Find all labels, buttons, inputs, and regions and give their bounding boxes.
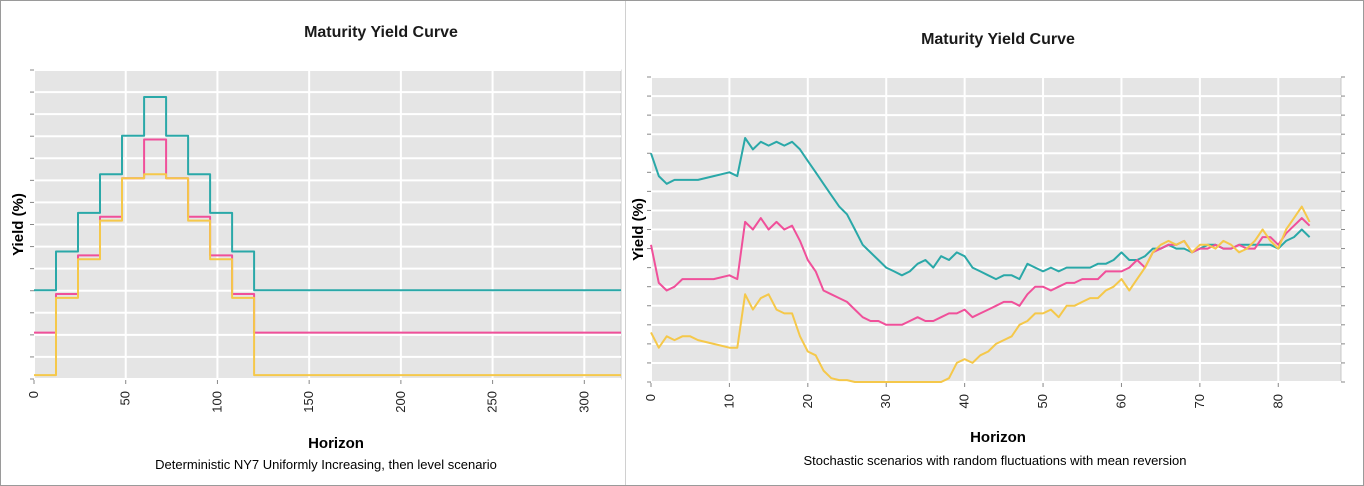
- y-axis-title: Yield (%): [630, 198, 647, 261]
- series-line-3: [650, 205, 1311, 383]
- chart-title: Maturity Yield Curve: [921, 31, 1075, 48]
- x-tick-label: 150: [301, 391, 316, 413]
- chart-panel-stochastic: Maturity Yield Curve 0 10 20 30 40 50 60 70 80 Yie…: [625, 1, 1363, 485]
- x-tick-label: 50: [118, 391, 133, 405]
- x-tick-label: 40: [957, 394, 972, 408]
- x-tick-label: 30: [878, 394, 893, 408]
- chart-stochastic: Maturity Yield Curve 0 10 20 30 40 50 60 70 80 Yie…: [630, 31, 1345, 446]
- x-tick-label: 80: [1270, 394, 1285, 408]
- x-tick-label: 250: [485, 391, 500, 413]
- series-line-1: [650, 137, 1311, 281]
- x-tick-label: 200: [393, 391, 408, 413]
- x-tick-label: 0: [643, 394, 658, 401]
- x-axis-title: Horizon: [308, 435, 364, 452]
- x-tick-label: 0: [26, 391, 41, 398]
- x-tick-label: 10: [721, 394, 736, 408]
- chart-panel-deterministic: Maturity Yield Curve 0 50 100 150 200 250 300 Yi…: [1, 1, 625, 485]
- x-tick-label: 60: [1113, 394, 1128, 408]
- caption-deterministic: Deterministic NY7 Uniformly Increasing, …: [155, 457, 497, 472]
- x-tick-label: 300: [576, 391, 591, 413]
- series-line-2: [650, 217, 1311, 326]
- chart-title: Maturity Yield Curve: [304, 24, 458, 41]
- x-tick-label: 70: [1192, 394, 1207, 408]
- x-tick-label: 100: [209, 391, 224, 413]
- x-axis-title: Horizon: [970, 429, 1026, 446]
- x-tick-label: 20: [800, 394, 815, 408]
- series-line-3: [34, 173, 621, 377]
- chart-deterministic: Maturity Yield Curve 0 50 100 150 200 250 300 Yi…: [10, 24, 622, 452]
- caption-stochastic: Stochastic scenarios with random fluctua…: [803, 453, 1187, 468]
- y-axis-title: Yield (%): [10, 193, 27, 256]
- x-tick-label: 50: [1035, 394, 1050, 408]
- series-line-1: [34, 96, 621, 292]
